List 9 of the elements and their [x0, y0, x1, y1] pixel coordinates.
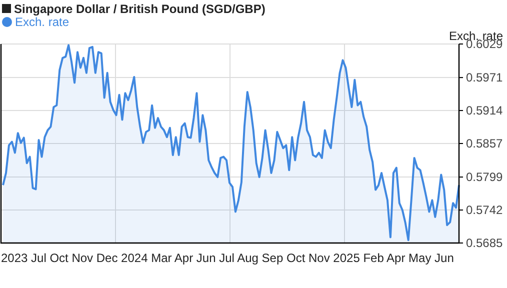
text: 2023 Jul Oct Nov Dec 2024 Mar Apr Jun Jul Aug Sep Oct Nov 2025 Feb Apr May Jun: [1, 251, 454, 265]
y-tick-label: 0.5799: [466, 170, 504, 184]
y-tick-label: 0.5971: [466, 70, 504, 84]
chart-title: Singapore Dollar / British Pound (SGD/GBP): [14, 2, 266, 16]
y-tick-label: 0.5685: [466, 236, 504, 250]
y-tick-label: 0.5742: [466, 202, 504, 217]
y-tick-label: 0.5857: [466, 136, 504, 150]
y-tick-label: 0.5914: [466, 103, 504, 118]
legend-label: Exch. rate: [15, 15, 70, 29]
